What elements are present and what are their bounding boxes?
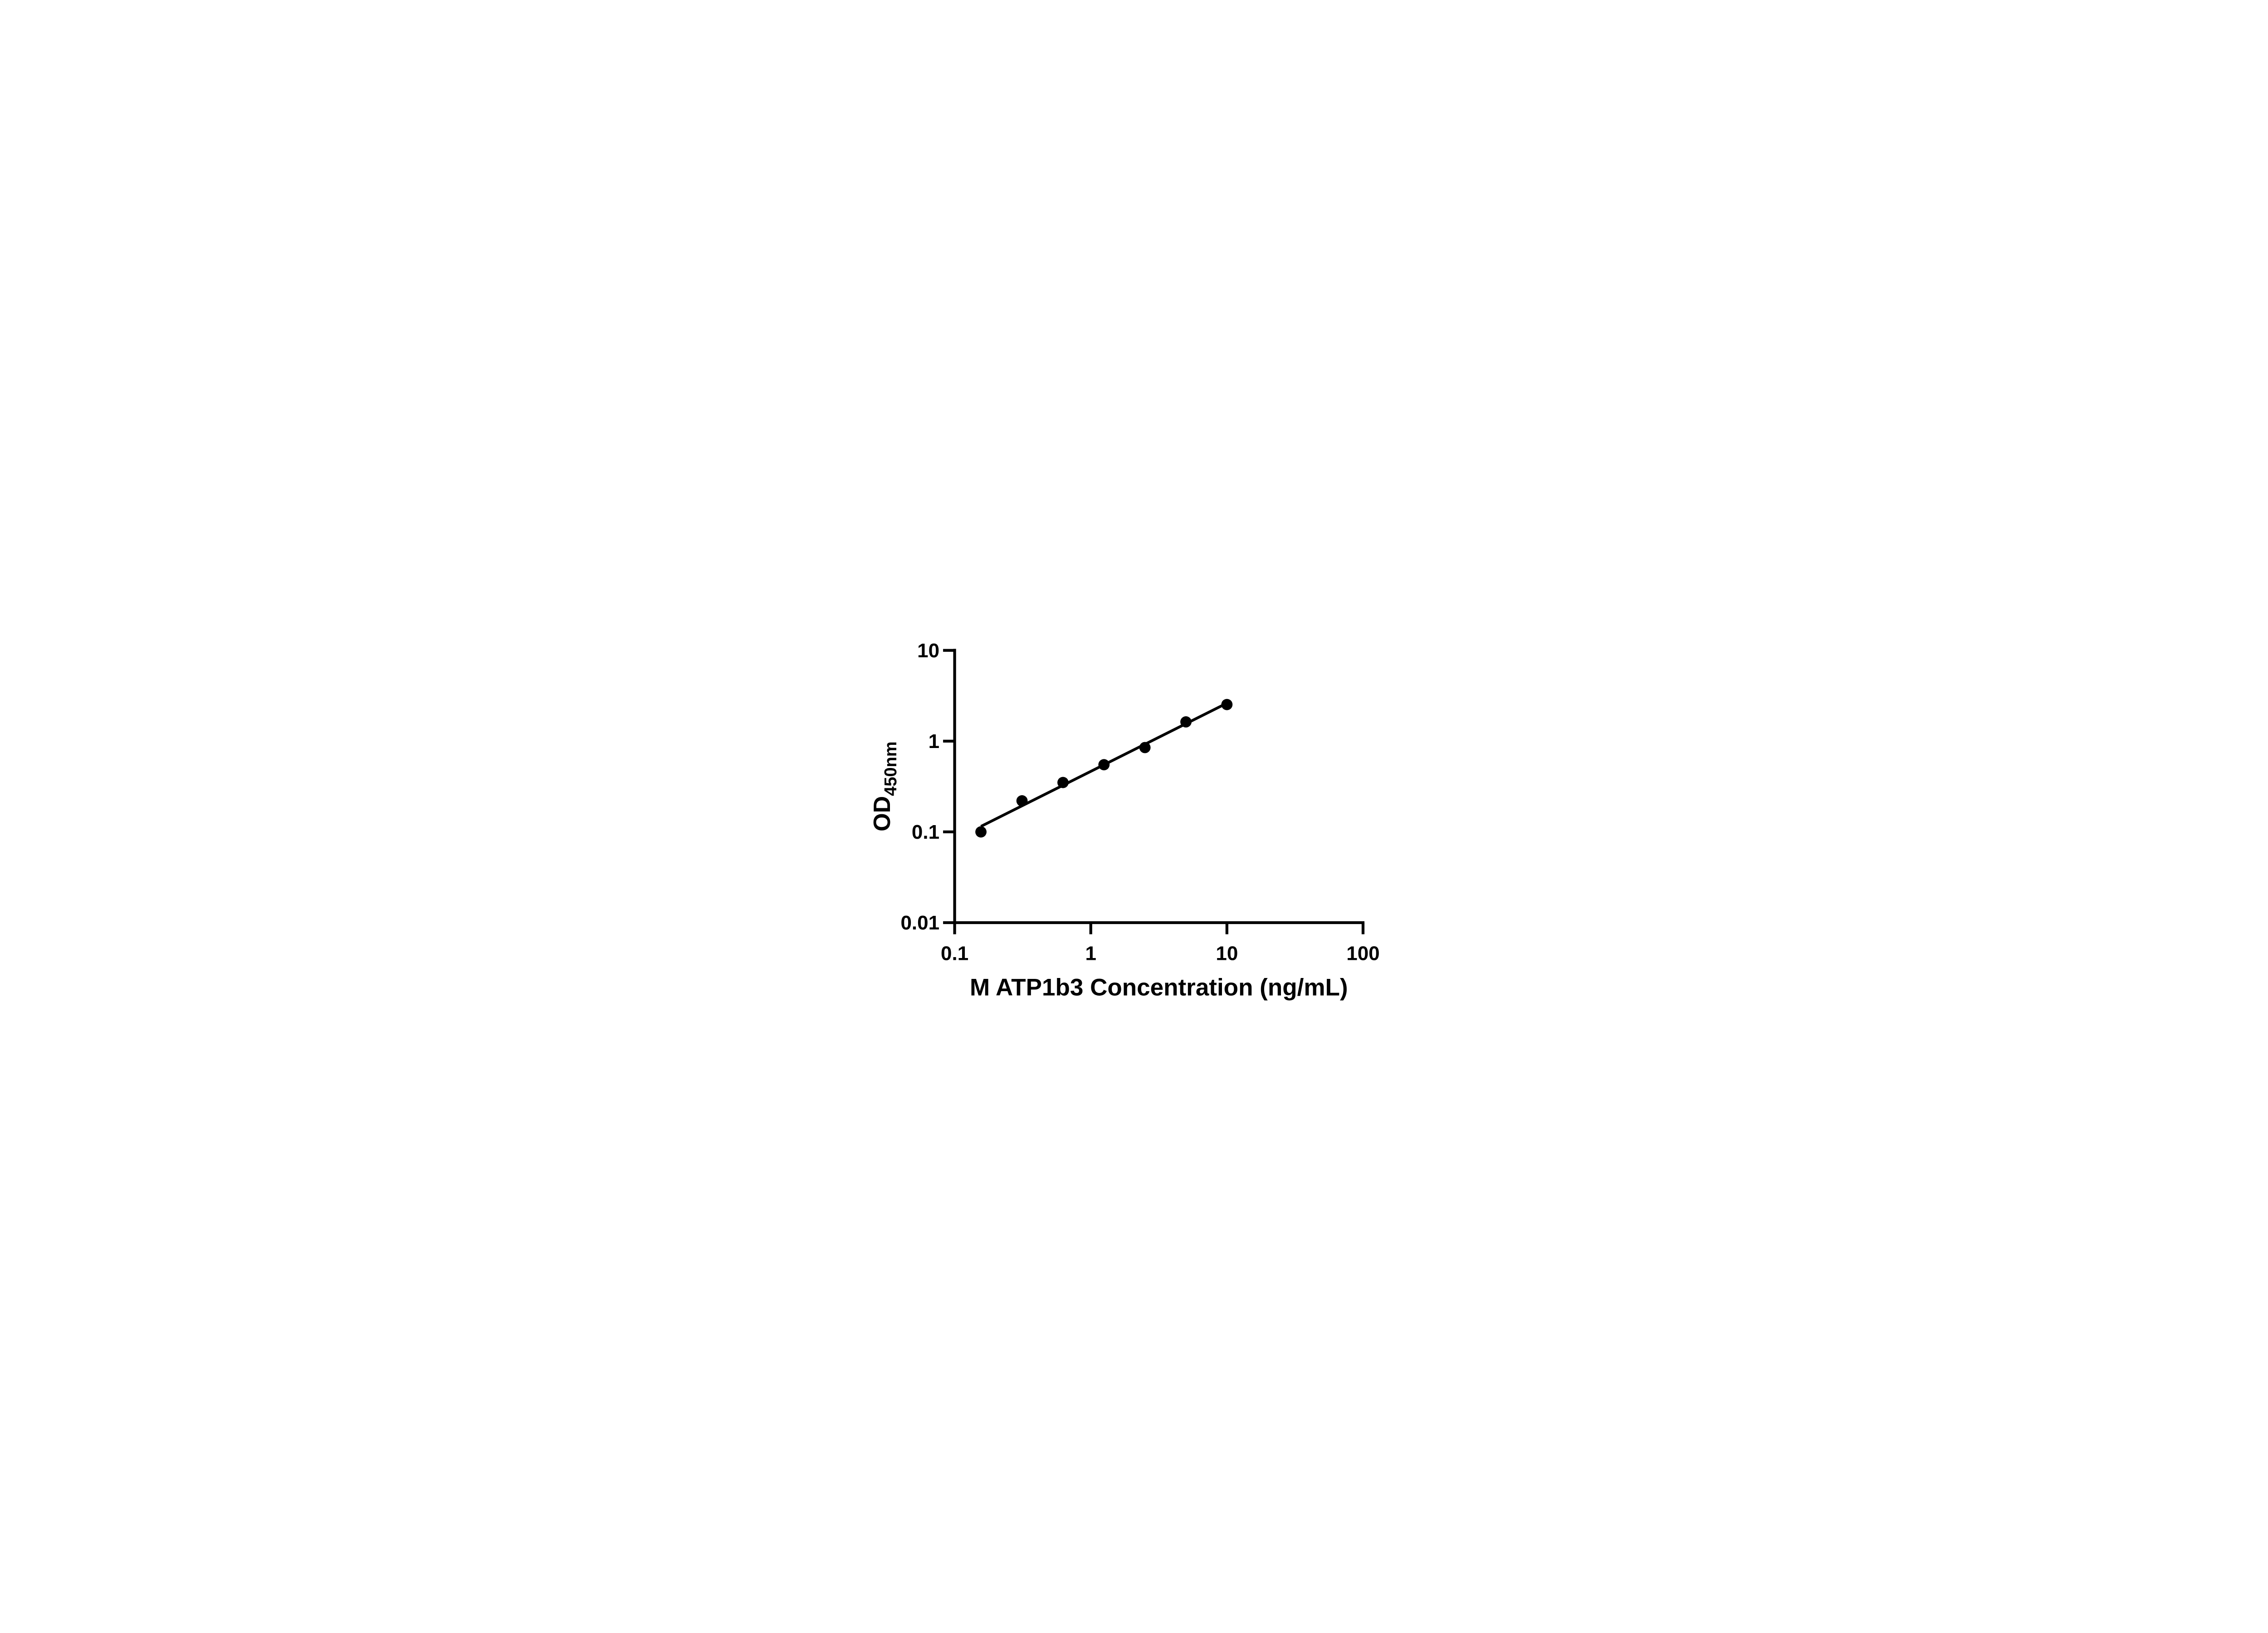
y-tick-label: 1: [929, 730, 939, 753]
axes-layer: [953, 649, 1365, 924]
data-point: [1057, 777, 1069, 788]
data-point: [1221, 699, 1233, 710]
y-tick-label: 0.1: [912, 821, 939, 843]
x-axis-title: M ATP1b3 Concentration (ng/mL): [970, 974, 1348, 1001]
x-tick-label: 0.1: [941, 942, 968, 964]
data-point: [1139, 742, 1151, 753]
x-tick-label: 1: [1085, 942, 1096, 964]
x-tick-label: 100: [1346, 942, 1379, 964]
elisa-standard-curve-figure: 10 1 0.1 0.01 0.1 1 10 100 M ATP1b3 Concentrati…: [842, 612, 1426, 1021]
x-tick-label: 10: [1216, 942, 1238, 964]
data-point: [1180, 716, 1192, 728]
y-tick-label: 10: [917, 640, 939, 662]
points-layer: [975, 699, 1233, 838]
y-axis-title-main: OD: [869, 796, 895, 831]
y-axis-title: OD450nm: [869, 741, 900, 831]
data-point: [1016, 795, 1028, 807]
y-tick-label: 0.01: [900, 912, 939, 934]
y-axis-title-subscript: 450nm: [881, 741, 900, 796]
data-point: [1098, 759, 1110, 771]
data-point: [975, 826, 987, 838]
